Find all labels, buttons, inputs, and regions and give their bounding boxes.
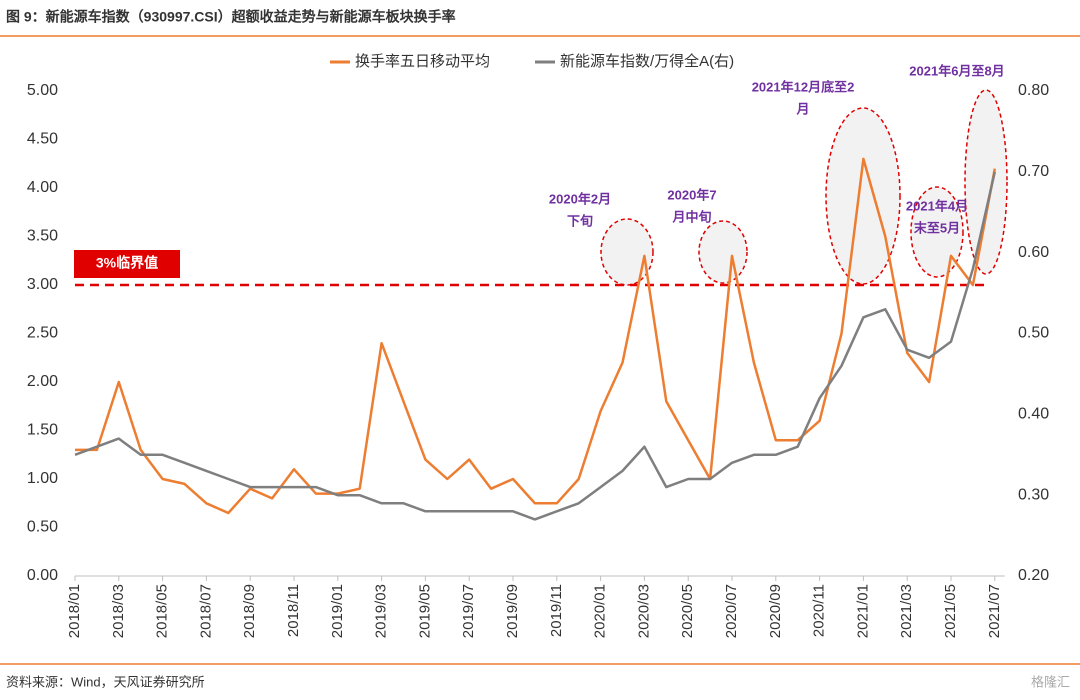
highlight-ellipse — [825, 107, 901, 285]
x-tick-label: 2018/05 — [154, 584, 171, 638]
y-tick-label: 3.00 — [27, 276, 58, 293]
source: 资料来源：Wind，天风证券研究所 — [6, 674, 205, 689]
highlight-ellipse — [964, 89, 1008, 275]
y-tick-label: 0.00 — [27, 567, 58, 584]
annotation: 末至5月 — [913, 220, 960, 235]
annotation: 2021年4月 — [906, 198, 968, 213]
y-tick-label: 3.50 — [27, 228, 58, 245]
y2-tick-label: 0.20 — [1018, 567, 1049, 584]
annotation: 月 — [795, 101, 809, 116]
annotation: 2020年2月 — [549, 191, 611, 206]
annotation: 2020年7 — [667, 187, 716, 202]
highlight-ellipse — [910, 186, 964, 278]
x-tick-label: 2018/03 — [110, 584, 127, 638]
x-tick-label: 2020/09 — [767, 584, 784, 638]
y-tick-label: 5.00 — [27, 82, 58, 99]
x-tick-label: 2018/07 — [197, 584, 214, 638]
y-tick-label: 4.00 — [27, 179, 58, 196]
y2-tick-label: 0.60 — [1018, 244, 1049, 261]
x-tick-label: 2019/03 — [373, 584, 390, 638]
highlight-ellipse — [600, 218, 654, 286]
y-tick-label: 1.50 — [27, 422, 58, 439]
x-tick-label: 2019/09 — [504, 584, 521, 638]
x-tick-label: 2019/11 — [548, 584, 565, 637]
x-tick-label: 2021/01 — [854, 584, 871, 638]
highlights — [600, 89, 1008, 286]
annotation: 2021年6月至8月 — [909, 63, 1004, 78]
x-tick-label: 2018/09 — [241, 584, 258, 638]
x-tick-label: 2020/11 — [811, 584, 828, 637]
x-tick-label: 2019/05 — [416, 584, 433, 638]
annotation: 下旬 — [567, 213, 593, 228]
watermark: 格隆汇 — [1031, 674, 1070, 689]
y-tick-label: 2.50 — [27, 325, 58, 342]
highlight-ellipse — [698, 220, 748, 284]
x-tick-label: 2021/05 — [942, 584, 959, 638]
x-tick-label: 2021/03 — [898, 584, 915, 638]
y2-tick-label: 0.70 — [1018, 163, 1049, 180]
legend-label: 换手率五日移动平均 — [355, 53, 490, 70]
y-tick-label: 0.50 — [27, 519, 58, 536]
x-tick-label: 2018/01 — [66, 584, 83, 638]
x-tick-label: 2020/05 — [679, 584, 696, 638]
x-tick-label: 2020/03 — [635, 584, 652, 638]
y2-tick-label: 0.40 — [1018, 406, 1049, 423]
legend-label: 新能源车指数/万得全A(右) — [560, 52, 734, 70]
series-line — [75, 157, 997, 515]
y2-tick-label: 0.80 — [1018, 82, 1049, 99]
series-line — [74, 171, 997, 521]
y-tick-label: 1.00 — [27, 470, 58, 487]
x-tick-label: 2020/07 — [723, 584, 740, 638]
y2-tick-label: 0.50 — [1018, 325, 1049, 342]
x-tick-label: 2021/07 — [986, 584, 1003, 638]
x-tick-label: 2019/01 — [329, 584, 346, 638]
annotation: 月中旬 — [671, 209, 711, 224]
annotation: 2021年12月底至2 — [752, 79, 855, 94]
threshold-label: 3%临界值 — [96, 255, 158, 271]
threshold-badge — [74, 250, 180, 278]
x-tick-label: 2019/07 — [460, 584, 477, 638]
y-tick-label: 4.50 — [27, 131, 58, 148]
y2-tick-label: 0.30 — [1018, 486, 1049, 503]
x-tick-label: 2020/01 — [592, 584, 609, 638]
y-tick-label: 2.00 — [27, 373, 58, 390]
chart-title: 图 9：新能源车指数（930997.CSI）超额收益走势与新能源车板块换手率 — [6, 9, 456, 25]
x-tick-label: 2018/11 — [285, 584, 302, 637]
